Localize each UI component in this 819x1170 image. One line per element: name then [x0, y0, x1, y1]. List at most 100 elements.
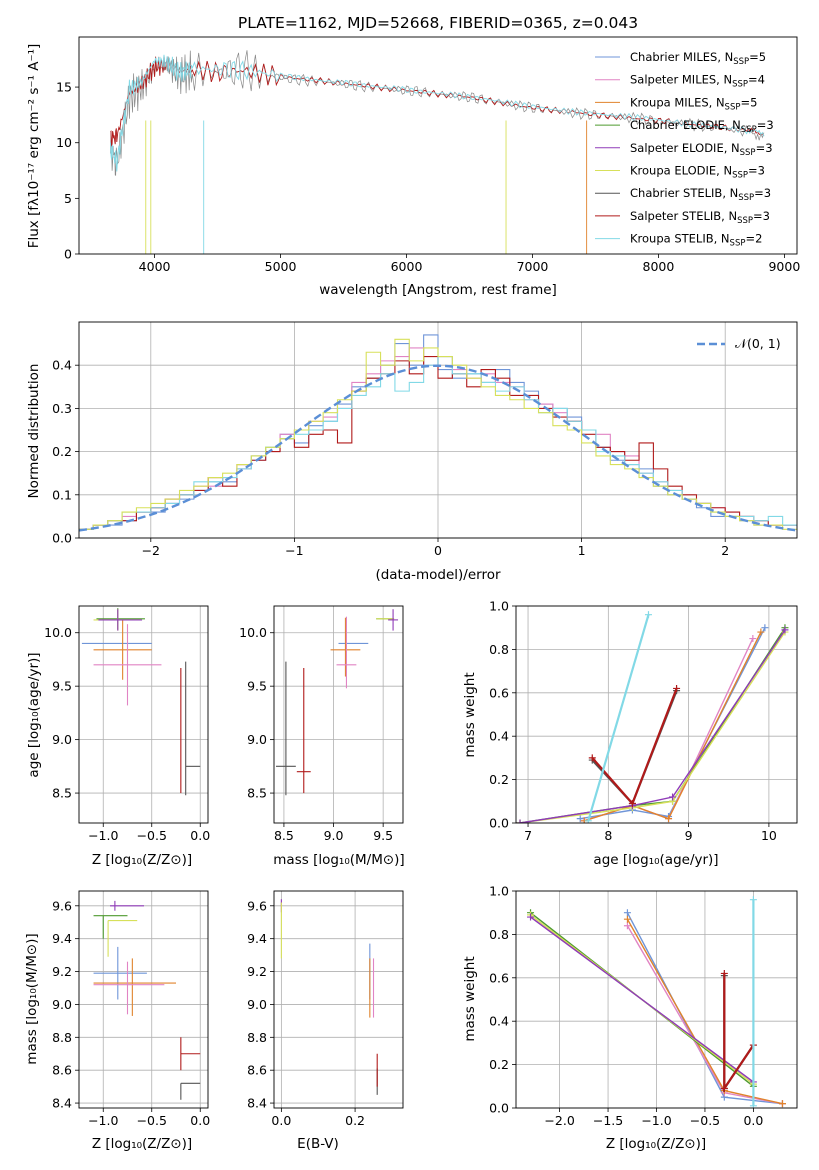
axes-frame — [78, 36, 798, 255]
age-mass-xlabel: mass [log₁₀(M/M⊙)] — [273, 852, 404, 868]
y-tick-label: 0 — [64, 247, 72, 262]
histogram-xlabel: (data-model)/error — [375, 567, 501, 583]
legend-count: =3 — [756, 141, 773, 155]
mw-line-kroupa-stelib — [587, 614, 650, 822]
plot-area — [79, 334, 797, 532]
mw-age-xlabel: age [log₁₀(age/yr)] — [593, 852, 718, 868]
y-tick-label: 9.2 — [52, 964, 72, 979]
mw-marker — [749, 1102, 757, 1108]
legend-label: Chabrier ELODIE, NSSP=3 — [630, 118, 774, 135]
legend-subscript: SSP — [737, 216, 753, 226]
y-tick-label: 0.4 — [489, 729, 509, 744]
plot-area — [516, 611, 789, 823]
plot-area — [275, 609, 399, 796]
mw-marker — [665, 815, 673, 823]
x-tick-label: −2.0 — [544, 1113, 574, 1128]
x-tick-label: 0.0 — [190, 828, 210, 843]
legend-count: =3 — [754, 186, 771, 200]
legend-subscript: SSP — [733, 57, 749, 67]
x-tick-label: 8 — [604, 828, 612, 843]
x-tick-label: −1 — [285, 543, 303, 558]
y-tick-label: 0.4 — [489, 1014, 509, 1029]
x-tick-label: 8.5 — [274, 828, 294, 843]
x-tick-label: 0.0 — [190, 1113, 210, 1128]
mw-line-salpeter-elodie — [519, 629, 786, 823]
legend-count: =2 — [745, 232, 762, 246]
axes-frame — [78, 890, 209, 1109]
y-tick-label: 9.0 — [247, 732, 267, 747]
legend-count: =3 — [753, 209, 770, 223]
legend-count: =4 — [748, 73, 765, 87]
x-tick-label: −1.0 — [641, 1113, 671, 1128]
y-tick-label: 10.0 — [44, 625, 72, 640]
y-tick-label: 0.0 — [489, 816, 509, 831]
y-tick-label: 8.5 — [247, 786, 267, 801]
mw-marker — [749, 635, 757, 643]
figure-title: PLATE=1162, MJD=52668, FIBERID=0365, z=0… — [238, 14, 638, 32]
axes-frame — [78, 605, 209, 824]
mw-marker — [757, 628, 765, 636]
y-tick-label: 9.0 — [247, 997, 267, 1012]
y-tick-label: 0.6 — [489, 970, 509, 985]
y-tick-label: 9.2 — [247, 964, 267, 979]
mw-marker — [628, 799, 636, 807]
legend-subscript: SSP — [730, 239, 746, 249]
y-tick-label: 0.2 — [489, 772, 509, 787]
y-tick-label: 1.0 — [489, 884, 509, 899]
x-tick-label: 10 — [761, 828, 777, 843]
legend-subscript: SSP — [732, 171, 748, 181]
legend-subscript: SSP — [732, 80, 748, 90]
x-tick-label: 9000 — [768, 259, 800, 274]
y-tick-label: 15 — [56, 80, 72, 95]
legend-subscript: SSP — [740, 148, 756, 158]
spectrum-data — [110, 50, 765, 176]
mw-marker — [669, 793, 677, 801]
spectrum-kroupa-stelib — [110, 54, 765, 172]
mw-marker — [576, 815, 584, 823]
x-tick-label: 6000 — [391, 259, 423, 274]
x-tick-label: 9.5 — [373, 828, 393, 843]
y-tick-label: 0.2 — [52, 444, 72, 459]
x-tick-label: 0 — [434, 543, 442, 558]
y-tick-label: 10 — [56, 135, 72, 150]
mass-vs-ebv-panel: 0.0 0.2 8.4 8.6 8.8 9.0 9.2 9.4 9.6 — [247, 890, 404, 1128]
mass-ebv-xlabel: E(B-V) — [297, 1136, 339, 1152]
plot-area — [110, 50, 765, 254]
legend-label: 𝒩(0, 1) — [735, 336, 781, 351]
massweight-vs-z-panel: −2.0 −1.5 −1.0 −0.5 0.0 0.0 0.2 0.4 0.6 0.8 1.0 — [489, 884, 798, 1128]
mw-line-kroupa-miles — [583, 631, 762, 822]
legend-label: Kroupa ELODIE, NSSP=3 — [630, 164, 765, 181]
legend-subscript: SSP — [725, 102, 741, 112]
mw-marker — [584, 817, 592, 823]
y-tick-label: 8.4 — [52, 1096, 72, 1111]
y-tick-label: 0.4 — [52, 358, 72, 373]
x-tick-label: 0.0 — [271, 1113, 291, 1128]
mw-marker — [673, 684, 681, 692]
x-tick-label: 9.0 — [324, 828, 344, 843]
axes-frame — [515, 890, 798, 1109]
plot-area — [527, 896, 786, 1108]
mw-line-chabrier-stelib — [591, 690, 678, 806]
massweight-vs-age-panel: 7 8 9 10 0.0 0.2 0.4 0.6 0.8 1.0 — [489, 599, 798, 843]
legend-count: =3 — [757, 118, 774, 132]
axes-frame — [273, 890, 404, 1109]
y-tick-label: 8.5 — [52, 786, 72, 801]
x-tick-label: −0.5 — [690, 1113, 720, 1128]
mw-marker — [644, 611, 652, 619]
x-tick-label: 9 — [685, 828, 693, 843]
legend-count: =3 — [748, 164, 765, 178]
mw-z-ylabel: mass weight — [462, 956, 478, 1041]
spectrum-panel: 4000 5000 6000 7000 8000 9000 0 5 10 15 Chabrier M… — [56, 36, 800, 274]
legend-label: Kroupa MILES, NSSP=5 — [630, 95, 757, 112]
mw-line-chabrier-elodie — [519, 627, 786, 823]
plot-area — [280, 899, 378, 1095]
legend-subscript: SSP — [738, 193, 754, 203]
y-tick-label: 8.6 — [52, 1063, 72, 1078]
x-tick-label: −2 — [142, 543, 160, 558]
mw-age-ylabel: mass weight — [462, 672, 478, 757]
y-tick-label: 8.4 — [247, 1096, 267, 1111]
mw-marker — [623, 922, 631, 930]
mw-marker — [588, 754, 596, 762]
histogram-kroupa-elodie — [79, 338, 797, 530]
